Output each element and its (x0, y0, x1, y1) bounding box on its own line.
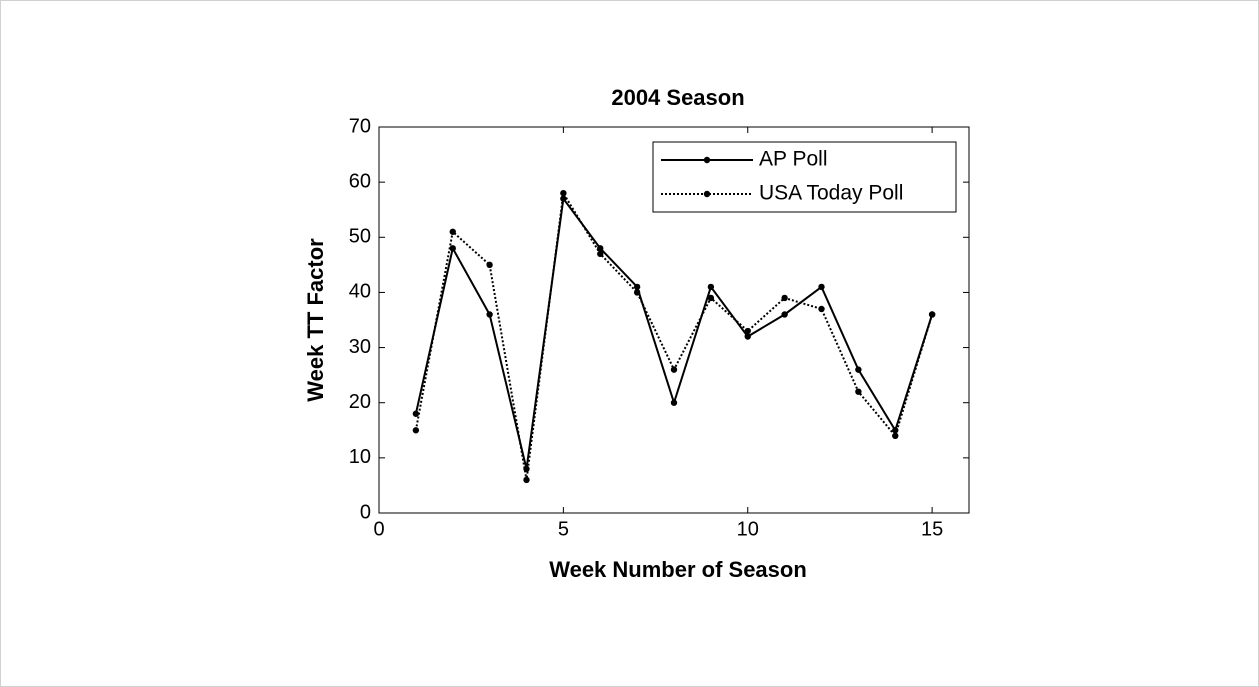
data-point (818, 283, 825, 291)
data-point (523, 476, 530, 484)
series-line (414, 196, 934, 470)
data-point (486, 261, 493, 269)
axes-box (378, 126, 970, 514)
x-tick-label: 15 (921, 518, 943, 540)
legend-label: AP Poll (759, 148, 828, 171)
legend-marker (703, 156, 711, 164)
data-point (412, 427, 420, 434)
y-tick-label: 70 (349, 115, 371, 137)
x-tick-label: 5 (558, 518, 569, 540)
data-point (928, 311, 936, 318)
data-point (781, 294, 788, 302)
data-point (412, 410, 420, 417)
data-point (892, 432, 899, 439)
data-point (633, 283, 641, 291)
x-axis-label: Week Number of Season (549, 557, 807, 582)
y-tick-label: 40 (349, 281, 371, 303)
y-tick-label: 20 (349, 391, 371, 413)
legend-label: USA Today Poll (759, 182, 903, 205)
x-tick-label: 10 (737, 518, 759, 540)
data-point (892, 427, 899, 434)
y-tick-label: 30 (349, 336, 371, 358)
y-tick-label: 50 (349, 226, 371, 248)
data-point (855, 388, 862, 395)
data-point (597, 250, 604, 258)
y-axis-label: Week TT Factor (303, 238, 328, 402)
data-point (670, 399, 678, 406)
data-point (486, 311, 493, 318)
data-point (633, 289, 641, 296)
y-tick-label: 10 (349, 446, 371, 468)
data-point (744, 333, 751, 340)
data-point (560, 189, 567, 197)
data-point (744, 327, 751, 335)
chart-title: 2004 Season (611, 85, 744, 110)
data-point (449, 228, 456, 235)
data-point (818, 305, 825, 313)
series-line (414, 190, 934, 481)
y-tick-label: 60 (349, 170, 371, 192)
data-point (707, 283, 715, 291)
data-point (855, 366, 862, 373)
y-tick-label: 0 (360, 501, 371, 523)
legend-box (652, 141, 957, 213)
data-point (707, 294, 715, 302)
data-point (449, 245, 456, 252)
data-point (670, 366, 678, 373)
x-tick-label: 0 (373, 518, 384, 540)
legend-marker (703, 190, 711, 198)
data-point (781, 311, 788, 318)
